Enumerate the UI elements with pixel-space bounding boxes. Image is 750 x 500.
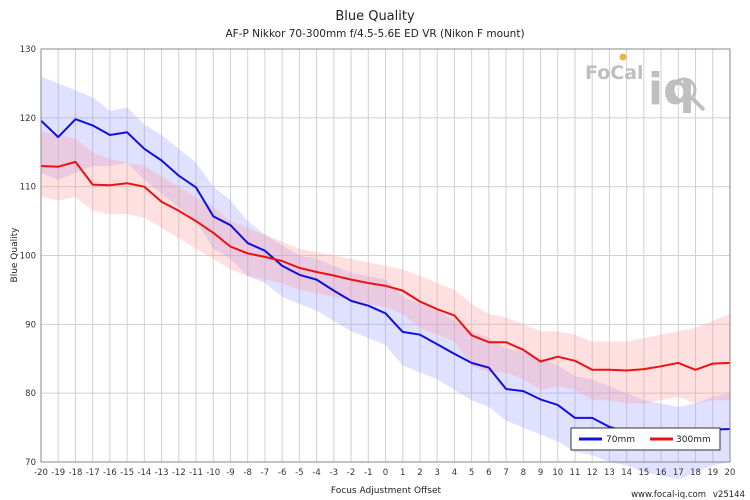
x-tick-label: 14 [621, 468, 632, 478]
x-tick-label: -17 [86, 468, 100, 478]
x-tick-label: -2 [347, 468, 355, 478]
y-tick-label: 130 [20, 45, 36, 55]
x-tick-label: 19 [707, 468, 718, 478]
x-tick-label: 18 [690, 468, 701, 478]
legend-label-300mm: 300mm [676, 435, 711, 445]
x-tick-label: -10 [206, 468, 220, 478]
x-tick-label: -4 [312, 468, 320, 478]
x-tick-label: 1 [400, 468, 405, 478]
x-tick-labels: -20 -19 -18 -17 -16 -15 -14 -13 -12 -11 -10 -9 -8 -7-… [34, 468, 735, 478]
x-tick-label: -15 [120, 468, 134, 478]
x-tick-label: -7 [261, 468, 269, 478]
logo-handle-icon [690, 96, 706, 112]
x-tick-label: -3 [330, 468, 338, 478]
y-tick-label: 120 [20, 114, 36, 124]
chart-title: Blue Quality [335, 9, 415, 24]
y-tick-label: 100 [20, 252, 36, 262]
footer-site: www.focal-iq.com [631, 490, 706, 500]
y-tick-label: 70 [25, 458, 36, 468]
x-tick-label: 2 [417, 468, 422, 478]
y-tick-labels: 70 80 90 100 110 120 130 [20, 45, 36, 468]
chart-subtitle: AF-P Nikkor 70-300mm f/4.5-5.6E ED VR (N… [225, 28, 524, 40]
y-tick-label: 80 [25, 389, 36, 399]
x-tick-label: -9 [226, 468, 234, 478]
x-tick-label: -8 [243, 468, 251, 478]
x-tick-label: -11 [189, 468, 203, 478]
x-tick-label: 5 [469, 468, 474, 478]
x-tick-label: -19 [51, 468, 65, 478]
logo-brand-text: FoCal [585, 62, 644, 84]
x-tick-label: 12 [587, 468, 598, 478]
x-tick-label: 4 [452, 468, 457, 478]
y-tick-label: 110 [20, 183, 36, 193]
x-tick-label: -1 [364, 468, 372, 478]
band-70mm [41, 76, 730, 480]
logo-mark-text: iq [648, 64, 695, 115]
x-tick-label: -6 [278, 468, 286, 478]
x-tick-label: 0 [383, 468, 388, 478]
x-tick-label: 8 [521, 468, 526, 478]
x-tick-label: 20 [725, 468, 736, 478]
x-axis-label: Focus Adjustment Offset [331, 486, 442, 496]
x-tick-label: 16 [656, 468, 667, 478]
x-tick-label: 3 [434, 468, 439, 478]
x-tick-label: -16 [103, 468, 117, 478]
x-tick-label: -14 [137, 468, 151, 478]
focal-iq-logo: FoCal iq [585, 53, 706, 115]
x-tick-label: 9 [538, 468, 543, 478]
confidence-bands [41, 76, 730, 480]
x-tick-label: -5 [295, 468, 303, 478]
x-tick-label: -12 [172, 468, 186, 478]
x-tick-label: 6 [486, 468, 491, 478]
y-tick-label: 90 [25, 320, 36, 330]
line-300mm [40, 160, 731, 372]
logo-dot-icon [619, 53, 627, 61]
x-tick-label: 11 [570, 468, 581, 478]
legend-box [570, 427, 721, 451]
x-tick-label: 10 [552, 468, 563, 478]
x-tick-label: 15 [638, 468, 649, 478]
legend-label-70mm: 70mm [606, 435, 635, 445]
band-300mm [41, 131, 730, 404]
x-tick-label: 17 [673, 468, 684, 478]
x-tick-label: -20 [34, 468, 48, 478]
x-tick-label: -13 [155, 468, 169, 478]
x-tick-label: 13 [604, 468, 615, 478]
footer-version: v25144 [713, 490, 745, 500]
plot-border [40, 48, 731, 463]
legend: 70mm 300mm [570, 427, 721, 451]
logo-lens-icon [671, 77, 697, 103]
x-tick-label: 7 [503, 468, 508, 478]
x-tick-label: -18 [69, 468, 83, 478]
y-axis-label: Blue Quality [10, 227, 20, 283]
